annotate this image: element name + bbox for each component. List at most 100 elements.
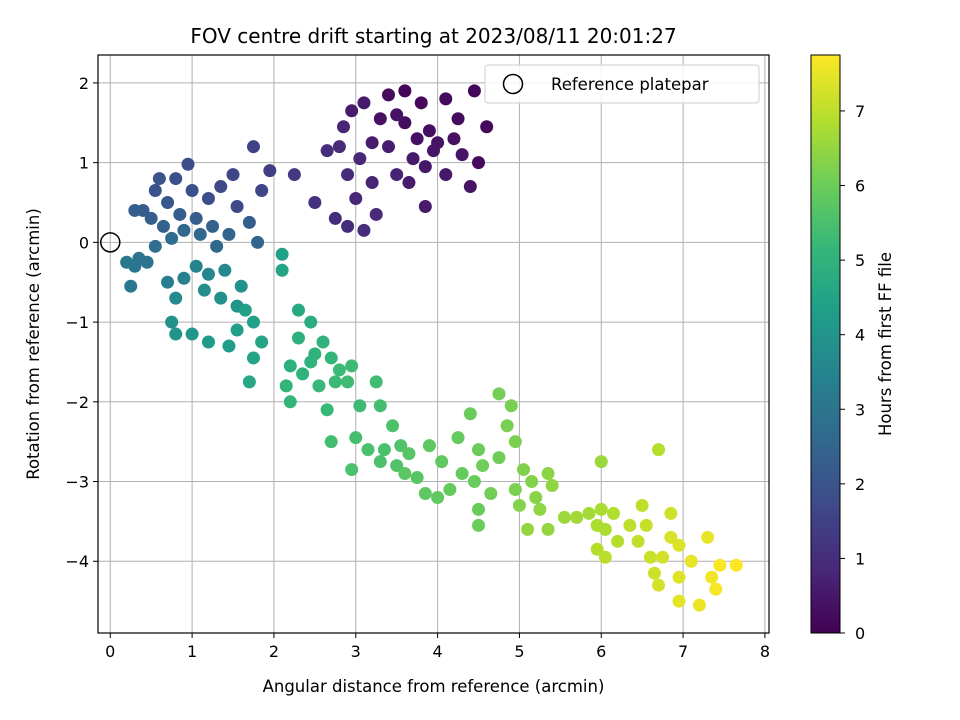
data-point [210,239,224,253]
data-point [476,459,490,473]
y-tick-label: −1 [65,313,89,332]
data-point [422,124,436,138]
data-point [639,518,653,532]
data-point [324,435,338,449]
data-point [144,211,158,225]
data-point [472,518,486,532]
data-point [381,140,395,154]
data-point [161,275,175,289]
data-point [287,168,301,182]
data-point [193,227,207,241]
data-point [246,140,260,154]
data-point [492,387,506,401]
data-points [100,84,743,612]
data-point [185,184,199,198]
data-point [296,367,310,381]
data-point [263,164,277,178]
data-point [201,335,215,349]
data-point [414,96,428,110]
data-point [451,431,465,445]
data-point [369,207,383,221]
colorbar: 0 1 2 3 4 5 6 7 Hours from first FF file [810,54,895,643]
data-point [402,176,416,190]
data-point [709,582,723,596]
data-point [684,554,698,568]
data-point [201,192,215,206]
data-point [631,534,645,548]
data-point [124,279,138,293]
data-point [181,157,195,171]
data-point [381,88,395,102]
data-point [672,594,686,608]
data-point [492,451,506,465]
y-tick-label: 2 [79,74,89,93]
data-point [435,455,449,469]
data-point [377,443,391,457]
x-tick-label: 7 [678,642,688,661]
data-point [148,184,162,198]
data-point [390,168,404,182]
data-point [472,443,486,457]
data-point [357,223,371,237]
x-tick-label: 4 [432,642,442,661]
data-point [156,219,170,233]
data-point [312,379,326,393]
data-point [169,327,183,341]
y-tick-label: 0 [79,233,89,252]
data-point [529,490,543,504]
data-point [386,419,400,433]
chart-title: FOV centre drift starting at 2023/08/11 … [190,24,676,48]
y-tick-label: −2 [65,393,89,412]
data-point [275,263,289,277]
data-point [398,84,412,98]
data-point [406,152,420,166]
data-point [283,359,297,373]
data-point [692,598,706,612]
data-point [251,235,265,249]
data-point [365,136,379,150]
data-point [664,506,678,520]
data-point [169,291,183,305]
data-point [463,407,477,421]
data-point [647,566,661,580]
data-point [222,227,236,241]
data-point [410,132,424,146]
data-point [701,530,715,544]
data-point [508,482,522,496]
data-point [472,156,486,170]
data-point [361,443,375,457]
data-point [594,502,608,516]
x-tick-label: 2 [269,642,279,661]
data-point [214,180,228,194]
data-point [402,447,416,461]
colorbar-tick-label: 7 [855,102,865,121]
data-point [246,351,260,365]
data-point [422,439,436,453]
data-point [242,375,256,389]
data-point [185,327,199,341]
data-point [230,199,244,213]
data-point [398,116,412,130]
data-point [508,435,522,449]
data-point [324,351,338,365]
colorbar-tick-label: 2 [855,475,865,494]
data-point [349,431,363,445]
colorbar-tick-label: 4 [855,326,865,345]
data-point [341,219,355,233]
data-point [455,148,469,162]
data-point [291,331,305,345]
data-point [418,199,432,213]
x-tick-label: 8 [760,642,770,661]
data-point [230,323,244,337]
data-point [656,550,670,564]
data-point [169,172,183,186]
data-point [332,140,346,154]
data-point [345,463,359,477]
data-point [373,112,387,126]
data-point [214,291,228,305]
data-point [165,315,179,329]
data-point [279,379,293,393]
data-point [439,168,453,182]
data-point [729,558,743,572]
data-point [431,490,445,504]
